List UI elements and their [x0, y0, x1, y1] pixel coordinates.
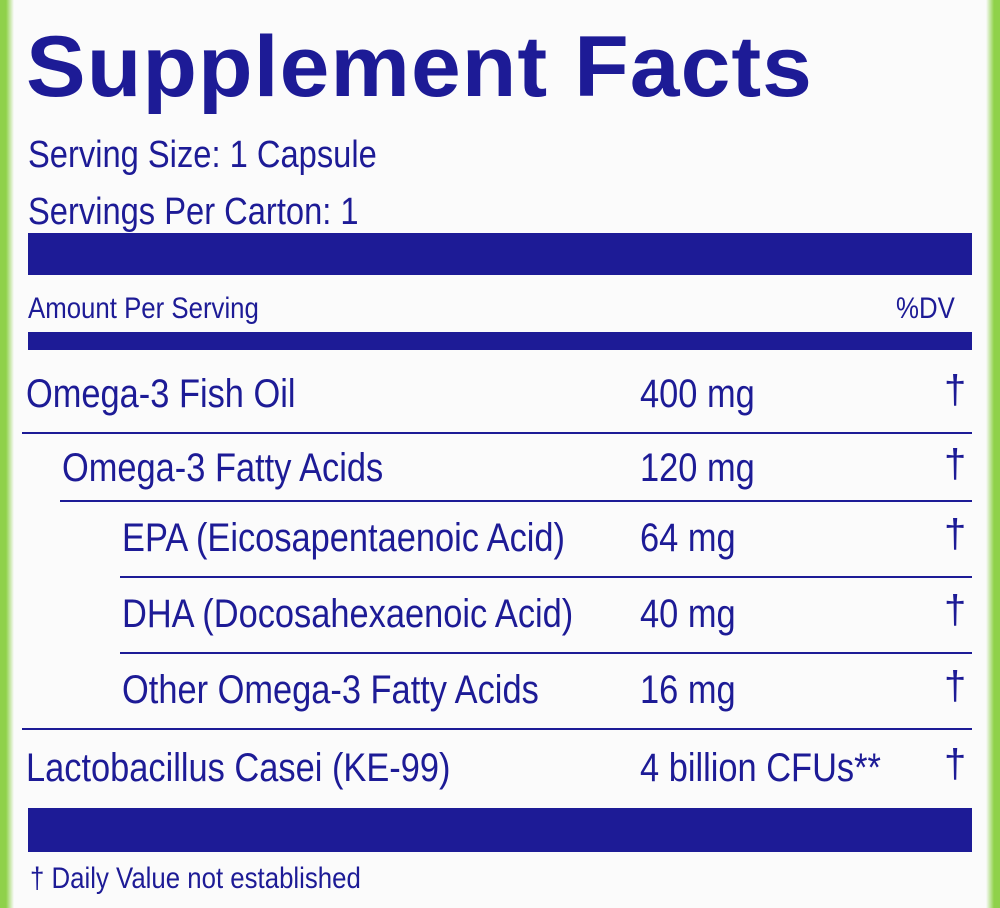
nutrient-row: Omega-3 Fish Oil 400 mg †: [0, 358, 1000, 434]
nutrient-amount: 4 billion CFUs**: [640, 746, 881, 790]
nutrient-amount: 400 mg: [640, 372, 755, 416]
nutrient-row: DHA (Docosahexaenoic Acid) 40 mg †: [0, 578, 1000, 654]
nutrient-dv: †: [944, 742, 967, 786]
nutrient-name: Omega-3 Fatty Acids: [62, 446, 384, 490]
nutrient-dv: †: [944, 664, 967, 708]
nutrient-name: Other Omega-3 Fatty Acids: [122, 668, 539, 712]
nutrient-row: Lactobacillus Casei (KE-99) 4 billion CF…: [0, 732, 1000, 808]
nutrient-name: DHA (Docosahexaenoic Acid): [122, 592, 574, 636]
nutrient-amount: 64 mg: [640, 516, 736, 560]
nutrient-amount: 40 mg: [640, 592, 736, 636]
servings-per-carton: Servings Per Carton: 1: [28, 191, 359, 233]
row-rule: [120, 652, 972, 654]
title: Supplement Facts: [26, 19, 813, 115]
nutrient-row: EPA (Eicosapentaenoic Acid) 64 mg †: [0, 502, 1000, 578]
dv-header: %DV: [896, 292, 955, 325]
nutrient-dv: †: [944, 512, 967, 556]
amount-header: Amount Per Serving: [28, 292, 259, 325]
thick-bar: [28, 808, 972, 852]
footnote: † Daily Value not established: [30, 862, 361, 895]
nutrient-row: Other Omega-3 Fatty Acids 16 mg †: [0, 654, 1000, 730]
row-rule: [22, 432, 972, 434]
nutrient-dv: †: [944, 368, 967, 412]
nutrient-amount: 16 mg: [640, 668, 736, 712]
medium-bar: [28, 332, 972, 350]
nutrient-amount: 120 mg: [640, 446, 755, 490]
nutrient-name: Lactobacillus Casei (KE-99): [26, 746, 451, 790]
row-rule: [22, 728, 972, 730]
row-rule: [120, 576, 972, 578]
serving-size: Serving Size: 1 Capsule: [28, 134, 377, 176]
nutrient-dv: †: [944, 588, 967, 632]
nutrient-name: Omega-3 Fish Oil: [26, 372, 296, 416]
nutrient-name: EPA (Eicosapentaenoic Acid): [122, 516, 566, 560]
nutrient-row: Omega-3 Fatty Acids 120 mg †: [0, 434, 1000, 502]
thick-bar: [28, 233, 972, 275]
row-rule: [60, 500, 972, 502]
nutrient-dv: †: [944, 442, 967, 486]
